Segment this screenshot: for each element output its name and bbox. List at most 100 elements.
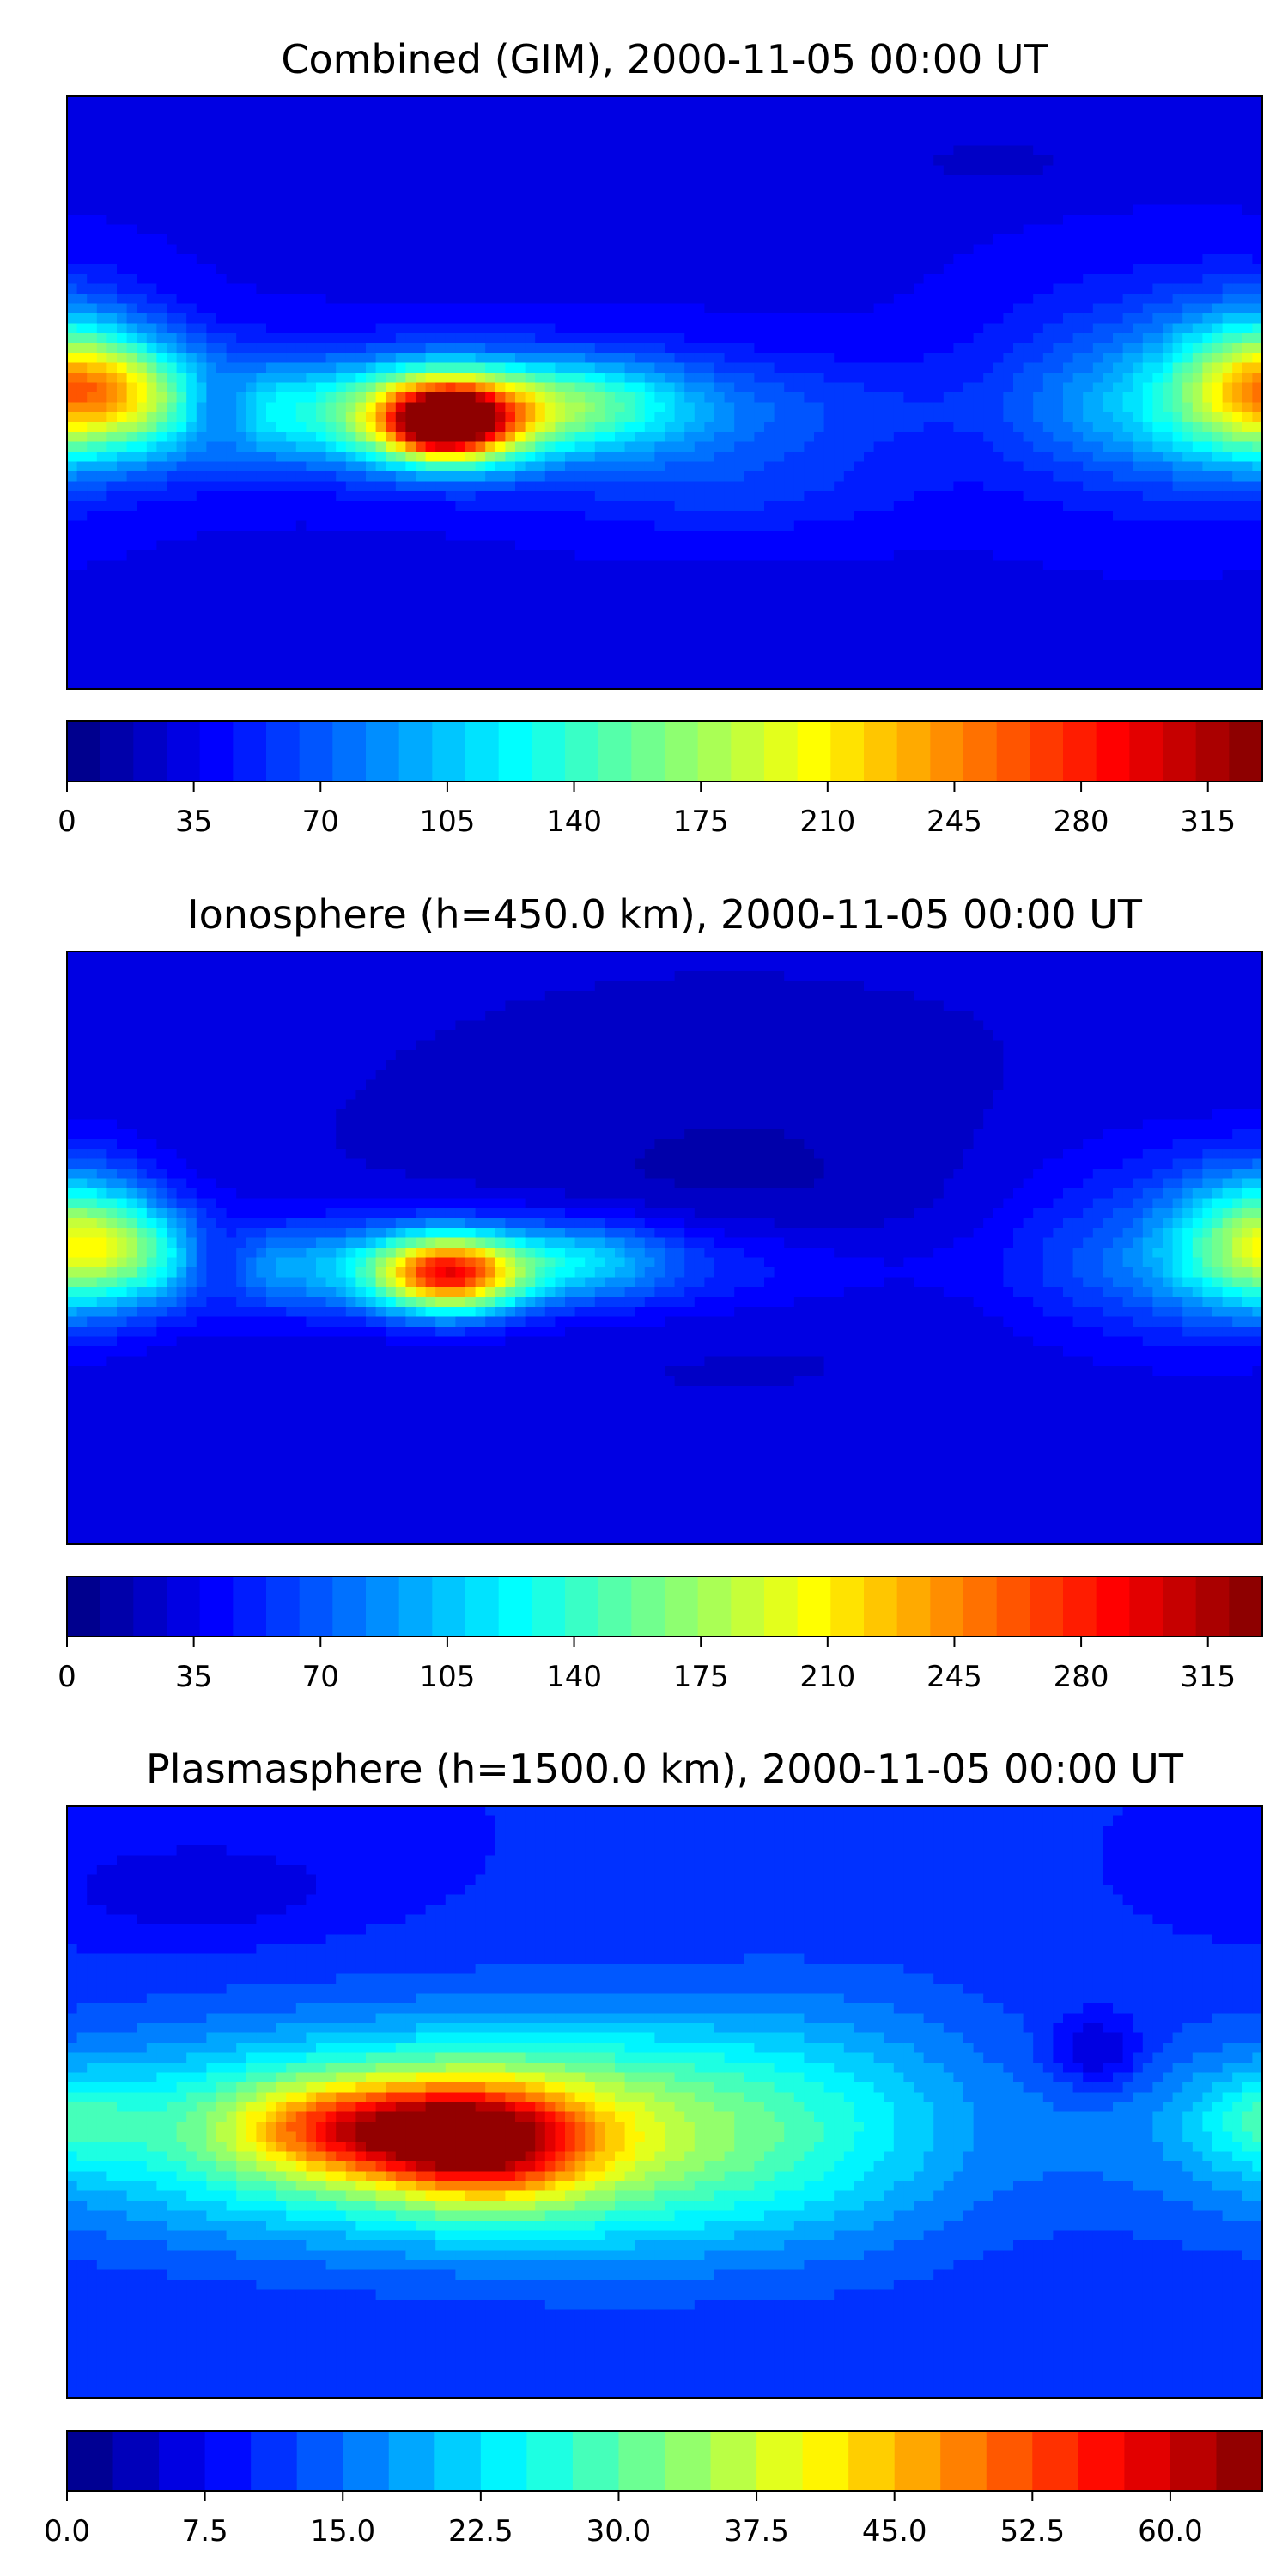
heat-cell bbox=[764, 294, 775, 305]
heat-cell bbox=[435, 452, 447, 463]
heat-cell bbox=[654, 116, 665, 127]
heat-cell bbox=[146, 501, 157, 512]
heat-cell bbox=[156, 204, 167, 216]
heat-cell bbox=[525, 234, 536, 246]
heat-cell bbox=[445, 145, 456, 156]
heat-cell bbox=[724, 175, 735, 186]
heat-cell bbox=[146, 402, 157, 413]
heat-cell bbox=[206, 422, 217, 433]
heat-cell bbox=[1222, 204, 1233, 216]
heat-cell bbox=[226, 116, 237, 127]
heat-cell bbox=[465, 294, 477, 305]
heat-cell bbox=[615, 422, 626, 433]
heat-cell bbox=[465, 313, 477, 325]
heat-cell bbox=[535, 175, 546, 186]
heat-cell bbox=[266, 283, 277, 295]
heat-cell bbox=[1013, 313, 1024, 325]
heat-cell bbox=[106, 125, 118, 137]
heat-cell bbox=[306, 362, 317, 374]
heat-cell bbox=[764, 461, 775, 472]
heat-cell bbox=[475, 185, 486, 196]
heat-cell bbox=[953, 136, 964, 147]
heat-cell bbox=[475, 303, 486, 314]
heat-cell bbox=[485, 323, 496, 334]
heat-cell bbox=[167, 254, 178, 265]
heat-cell bbox=[106, 422, 118, 433]
heat-cell bbox=[1083, 441, 1094, 453]
heat-cell bbox=[87, 125, 98, 137]
heat-cell bbox=[535, 323, 546, 334]
heat-cell bbox=[993, 343, 1004, 354]
heat-cell bbox=[724, 452, 735, 463]
heat-cell bbox=[226, 392, 237, 404]
heat-cell bbox=[864, 452, 875, 463]
heat-cell bbox=[793, 136, 805, 147]
heat-cell bbox=[644, 461, 655, 472]
heat-cell bbox=[1232, 106, 1243, 117]
heat-cell bbox=[226, 471, 237, 483]
heat-cell bbox=[465, 125, 477, 137]
heat-cell bbox=[1033, 412, 1044, 423]
heat-cell bbox=[854, 175, 865, 186]
heat-cell bbox=[156, 481, 167, 492]
heat-cell bbox=[864, 224, 875, 235]
heat-cell bbox=[973, 264, 984, 275]
heat-cell bbox=[555, 471, 566, 483]
heat-cell bbox=[993, 461, 1004, 472]
heat-cell bbox=[594, 441, 605, 453]
heat-cell bbox=[594, 422, 605, 433]
heat-cell bbox=[923, 313, 934, 325]
heat-cell bbox=[834, 491, 845, 502]
heat-cell bbox=[425, 136, 436, 147]
heat-cell bbox=[684, 254, 696, 265]
heat-cell bbox=[953, 343, 964, 354]
heat-cell bbox=[1103, 264, 1114, 275]
heat-cell bbox=[884, 254, 895, 265]
heat-cell bbox=[146, 204, 157, 216]
heat-cell bbox=[1053, 244, 1064, 255]
heat-cell bbox=[395, 185, 406, 196]
heat-cell bbox=[734, 392, 745, 404]
heat-cell bbox=[87, 224, 98, 235]
heat-cell bbox=[475, 125, 486, 137]
heat-cell bbox=[555, 136, 566, 147]
heat-cell bbox=[325, 224, 337, 235]
heat-cell bbox=[465, 215, 477, 226]
heat-cell bbox=[1163, 382, 1174, 393]
heat-cell bbox=[923, 264, 934, 275]
heat-cell bbox=[774, 125, 785, 137]
heat-cell bbox=[146, 264, 157, 275]
heat-cell bbox=[834, 373, 845, 384]
heat-cell bbox=[1113, 185, 1124, 196]
heat-cell bbox=[993, 234, 1004, 246]
heat-cell bbox=[823, 145, 835, 156]
heat-cell bbox=[624, 362, 635, 374]
heat-cell bbox=[206, 244, 217, 255]
heat-cell bbox=[654, 283, 665, 295]
heat-cell bbox=[176, 402, 187, 413]
heat-cell bbox=[804, 224, 815, 235]
heat-cell bbox=[754, 215, 765, 226]
heat-cell bbox=[1232, 422, 1243, 433]
heat-cell bbox=[126, 422, 137, 433]
heat-cell bbox=[196, 422, 207, 433]
heat-cell bbox=[635, 362, 646, 374]
heat-cell bbox=[256, 195, 267, 206]
heat-cell bbox=[774, 323, 785, 334]
heat-cell bbox=[754, 224, 765, 235]
heat-cell bbox=[295, 441, 307, 453]
heat-cell bbox=[206, 452, 217, 463]
heat-cell bbox=[834, 106, 845, 117]
heat-cell bbox=[1232, 481, 1243, 492]
heat-cell bbox=[644, 323, 655, 334]
heat-cell bbox=[823, 185, 835, 196]
heat-cell bbox=[386, 382, 397, 393]
heat-cell bbox=[295, 392, 307, 404]
heat-cell bbox=[644, 204, 655, 216]
heat-cell bbox=[306, 155, 317, 167]
heat-cell bbox=[1252, 471, 1262, 483]
heat-cell bbox=[1072, 362, 1084, 374]
heat-cell bbox=[236, 412, 247, 423]
heat-cell bbox=[1042, 343, 1054, 354]
heat-cell bbox=[674, 353, 685, 364]
